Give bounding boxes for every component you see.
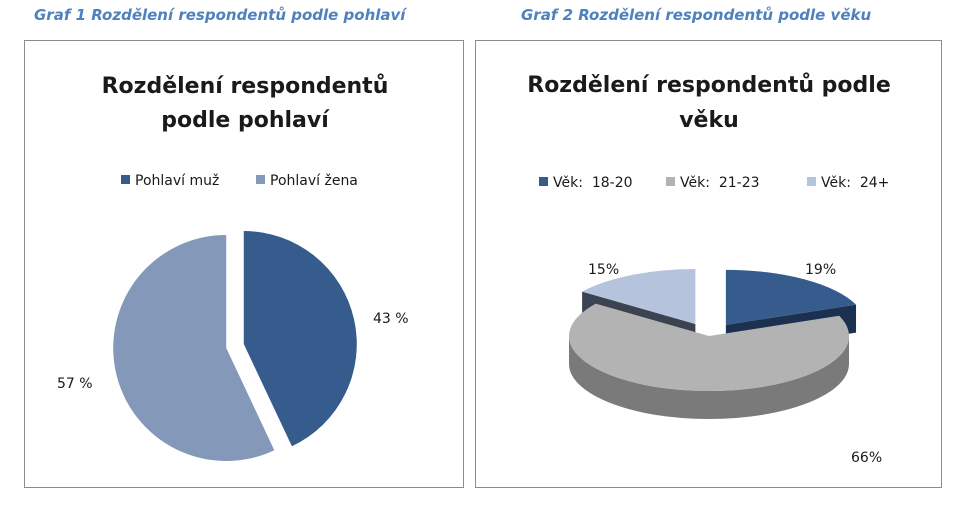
chart2-legend-swatch-21-23 — [666, 177, 675, 186]
chart2-slices — [569, 268, 857, 419]
chart1-legend-swatch-muz — [121, 175, 130, 184]
chart1-data-label-muz: 43 % — [373, 311, 409, 327]
chart1-legend-swatch-zena — [256, 175, 265, 184]
chart1-panel: Rozdělení respondentů podle pohlaví Pohl… — [24, 40, 464, 488]
chart2-title-line2: věku — [679, 108, 739, 133]
chart2-svg: Rozdělení respondentů podle věku Věk: 18… — [527, 73, 890, 466]
chart1-slice-pohlav-ena — [113, 234, 275, 461]
chart1-svg: Rozdělení respondentů podle pohlaví Pohl… — [57, 74, 409, 461]
chart2-data-label-18-20: 19% — [805, 262, 836, 278]
chart1-title-line2: podle pohlaví — [161, 108, 330, 133]
chart2-legend-label-21-23: Věk: 21-23 — [680, 175, 760, 191]
chart1-legend-label-zena: Pohlaví žena — [270, 173, 358, 189]
chart2-legend-swatch-18-20 — [539, 177, 548, 186]
chart2-caption: Graf 2 Rozdělení respondentů podle věku — [521, 6, 872, 24]
chart2-data-label-21-23: 66% — [851, 450, 882, 466]
chart2-legend-label-18-20: Věk: 18-20 — [553, 175, 633, 191]
chart1-data-label-zena: 57 % — [57, 376, 93, 392]
chart1-caption: Graf 1 Rozdělení respondentů podle pohla… — [34, 6, 406, 24]
chart2-legend-swatch-24plus — [807, 177, 816, 186]
chart1-title-line1: Rozdělení respondentů — [102, 74, 389, 99]
chart1-slice-pohlav-mu — [243, 231, 357, 447]
chart2-legend-label-24plus: Věk: 24+ — [821, 175, 889, 191]
chart2-panel: Rozdělení respondentů podle věku Věk: 18… — [475, 40, 942, 488]
chart1-slices — [113, 231, 357, 461]
chart2-slice-v-k-21-23 — [569, 303, 849, 419]
chart2-data-label-24plus: 15% — [588, 262, 619, 278]
chart1-legend-label-muz: Pohlaví muž — [135, 173, 219, 189]
chart2-title-line1: Rozdělení respondentů podle — [527, 73, 890, 98]
